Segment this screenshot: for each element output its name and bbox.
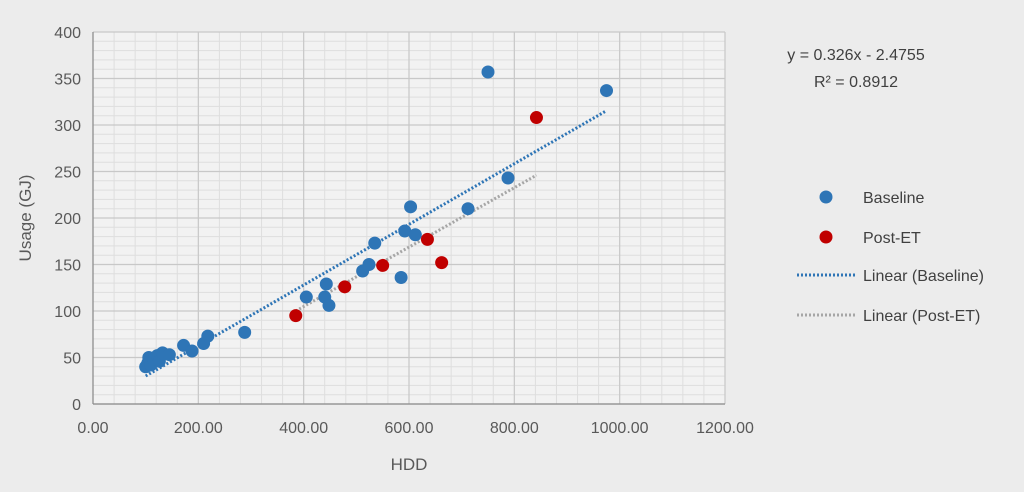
data-point-baseline (201, 329, 215, 343)
y-tick-label: 350 (54, 72, 81, 89)
data-points (139, 65, 613, 374)
y-tick-label: 50 (63, 351, 81, 368)
legend-linear-baseline-label: Linear (Baseline) (863, 268, 984, 285)
data-point-baseline (600, 84, 613, 98)
r-squared-label: R² = 0.8912 (814, 74, 898, 91)
y-tick-label: 0 (72, 397, 81, 414)
data-point-post-et (435, 256, 449, 270)
data-point-post-et (529, 111, 543, 125)
x-tick-label: 800.00 (490, 420, 539, 437)
x-tick-label: 400.00 (279, 420, 328, 437)
data-point-baseline (362, 258, 376, 271)
legend-linear-post-et-label: Linear (Post-ET) (863, 308, 980, 325)
x-tick-label: 1200.00 (696, 420, 754, 437)
x-tick-label: 1000.00 (591, 420, 649, 437)
trendline-equation: y = 0.326x - 2.4755 (787, 47, 925, 64)
data-point-post-et (420, 232, 434, 246)
data-point-baseline (394, 271, 408, 285)
y-tick-label: 400 (54, 25, 81, 42)
data-point-baseline (322, 298, 336, 312)
data-point-baseline (299, 290, 313, 304)
data-point-baseline (319, 277, 333, 291)
data-point-baseline (368, 236, 382, 250)
axes (92, 32, 725, 405)
x-axis-label: HDD (391, 455, 428, 474)
x-tick-label: 200.00 (174, 420, 223, 437)
data-point-post-et (338, 280, 352, 294)
y-tick-label: 100 (54, 304, 81, 321)
data-point-baseline (398, 224, 412, 238)
y-tick-label: 200 (54, 211, 81, 228)
data-point-baseline (461, 202, 475, 216)
y-tick-label: 150 (54, 258, 81, 275)
y-tick-label: 250 (54, 165, 81, 182)
y-tick-label: 300 (54, 118, 81, 135)
legend-baseline-label: Baseline (863, 190, 924, 207)
data-point-baseline (404, 200, 418, 214)
legend-post-et-label: Post-ET (863, 230, 921, 247)
legend-baseline-marker (819, 190, 833, 204)
legend: Baseline Post-ET Linear (Baseline) Linea… (797, 190, 984, 325)
legend-post-et-marker (819, 230, 833, 244)
data-point-baseline (481, 65, 495, 79)
data-point-post-et (289, 309, 303, 323)
data-point-baseline (185, 344, 199, 358)
data-point-post-et (376, 258, 390, 272)
x-tick-label: 600.00 (385, 420, 434, 437)
tick-labels: 0.00 200.00 400.00 600.00 800.00 1000.00 1200.… (54, 25, 754, 437)
data-point-baseline (238, 325, 252, 339)
data-point-baseline (501, 171, 515, 185)
x-tick-label: 0.00 (77, 420, 108, 437)
y-axis-label: Usage (GJ) (16, 175, 35, 262)
data-point-baseline (162, 348, 176, 362)
data-point-baseline (408, 228, 422, 242)
